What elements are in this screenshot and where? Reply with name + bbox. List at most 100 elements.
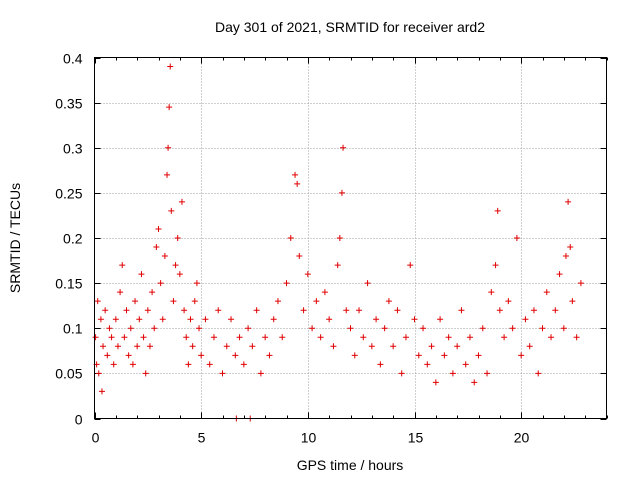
x-tick-label: 5 <box>198 430 206 446</box>
data-point <box>165 144 172 151</box>
data-point <box>424 361 431 368</box>
data-point <box>185 361 192 368</box>
data-point <box>368 343 375 350</box>
data-point <box>159 316 166 323</box>
data-point <box>104 352 111 359</box>
y-tick-label: 0.05 <box>55 366 82 382</box>
data-point <box>117 289 124 296</box>
data-point <box>340 144 347 151</box>
data-point <box>189 343 196 350</box>
data-point <box>215 307 222 314</box>
data-point <box>428 343 435 350</box>
y-tick-label: 0 <box>75 412 83 428</box>
data-point <box>518 352 525 359</box>
data-point <box>377 361 384 368</box>
data-point <box>102 307 109 314</box>
tick-label-layer: 0 0.05 0.1 0.15 0.2 0.25 0.3 0.35 0.4 0 5 10 15 20 <box>55 51 529 446</box>
y-tick-label: 0.25 <box>55 186 82 202</box>
data-point <box>530 307 537 314</box>
x-tick-label: 10 <box>301 430 317 446</box>
data-point <box>445 334 452 341</box>
data-point <box>110 361 117 368</box>
data-point <box>236 334 243 341</box>
data-point <box>257 370 264 377</box>
data-point <box>151 325 158 332</box>
data-point <box>202 316 209 323</box>
data-point <box>471 379 478 386</box>
data-point <box>385 298 392 305</box>
y-axis-label: SRMTID / TECUs <box>7 183 23 293</box>
data-point <box>411 316 418 323</box>
data-point <box>166 104 173 111</box>
data-point <box>155 225 162 232</box>
data-point <box>432 379 439 386</box>
data-point <box>112 316 119 323</box>
data-point <box>274 298 281 305</box>
data-point <box>304 271 311 278</box>
data-point <box>146 343 153 350</box>
y-tick-label: 0.2 <box>63 231 83 247</box>
data-point <box>394 307 401 314</box>
data-point <box>294 180 301 187</box>
data-point <box>509 325 516 332</box>
data-point <box>108 334 115 341</box>
x-tick-label: 0 <box>92 430 100 446</box>
data-point <box>198 352 205 359</box>
data-point <box>296 253 303 260</box>
data-point <box>266 352 273 359</box>
x-axis-label: GPS time / hours <box>297 457 404 473</box>
data-point <box>283 280 290 287</box>
data-point <box>164 171 171 178</box>
data-point <box>206 361 213 368</box>
x-tick-label: 15 <box>408 430 424 446</box>
data-point <box>228 316 235 323</box>
data-point <box>157 280 164 287</box>
data-point <box>245 325 252 332</box>
data-point <box>492 262 499 269</box>
data-point <box>94 298 101 305</box>
data-point <box>496 307 503 314</box>
data-point <box>253 307 260 314</box>
data-point <box>407 262 414 269</box>
data-point <box>494 207 501 214</box>
data-point <box>292 171 299 178</box>
data-point <box>484 370 491 377</box>
data-point <box>373 316 380 323</box>
data-point <box>313 298 320 305</box>
data-point <box>466 334 473 341</box>
data-point <box>351 352 358 359</box>
data-point <box>552 307 559 314</box>
data-point <box>437 316 444 323</box>
data-point <box>170 298 177 305</box>
data-point <box>360 334 367 341</box>
data-point <box>129 361 136 368</box>
data-point <box>356 307 363 314</box>
data-point <box>176 271 183 278</box>
data-point <box>309 325 316 332</box>
data-point <box>191 298 198 305</box>
data-point <box>317 334 324 341</box>
data-point <box>475 352 482 359</box>
data-point <box>161 253 168 260</box>
data-point <box>193 280 200 287</box>
y-tick-label: 0.1 <box>63 321 83 337</box>
data-point <box>240 361 247 368</box>
data-point <box>181 307 188 314</box>
data-point <box>167 63 174 70</box>
data-point <box>402 334 409 341</box>
data-point <box>121 334 128 341</box>
data-point <box>364 280 371 287</box>
data-point <box>178 198 185 205</box>
chart-title: Day 301 of 2021, SRMTID for receiver ard… <box>215 19 485 35</box>
data-point <box>140 334 147 341</box>
data-point <box>287 235 294 241</box>
data-point <box>522 316 529 323</box>
y-tick-label: 0.3 <box>63 141 83 157</box>
data-point <box>441 352 448 359</box>
data-point <box>262 334 269 341</box>
data-point <box>149 289 156 296</box>
data-point <box>95 370 102 377</box>
data-point <box>398 370 405 377</box>
data-point <box>535 370 542 377</box>
